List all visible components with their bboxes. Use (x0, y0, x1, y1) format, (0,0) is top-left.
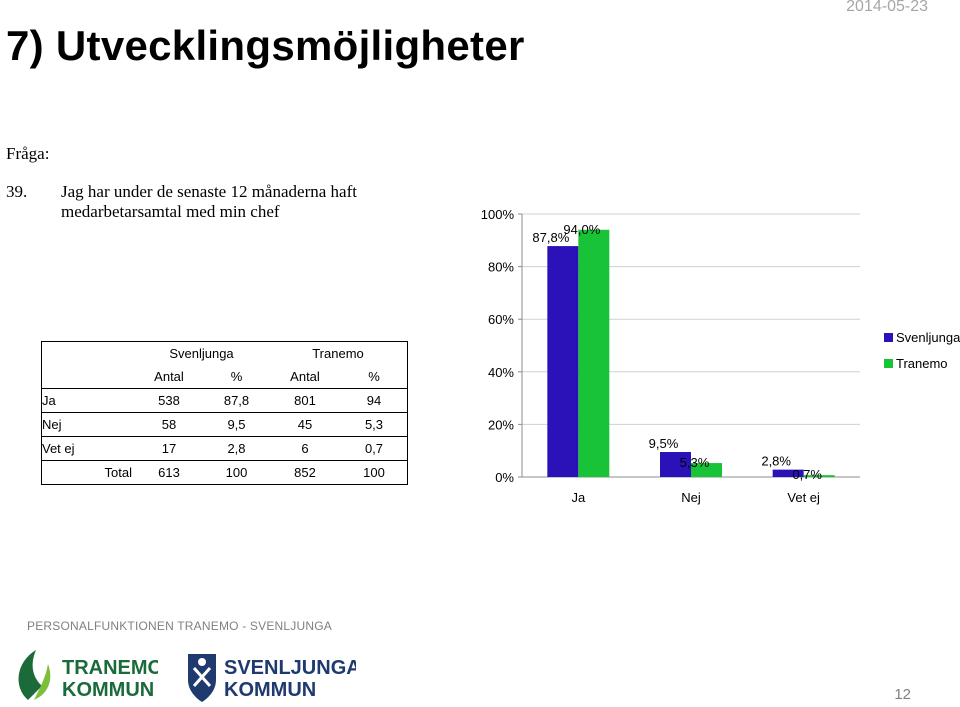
leaf-icon (18, 650, 42, 700)
bar (578, 229, 610, 477)
y-tick-label: 20% (488, 417, 514, 432)
bar (803, 475, 835, 477)
table-cell: 852 (269, 460, 341, 485)
bar (691, 463, 722, 477)
organization-text: PERSONALFUNKTIONEN TRANEMO - SVENLJUNGA (27, 619, 332, 633)
x-tick-label: Nej (681, 490, 701, 505)
table-group-header-row: Svenljunga Tranemo (42, 342, 408, 366)
data-label: 87,8% (532, 230, 569, 245)
table-cell: 17 (134, 436, 204, 461)
row-label: Vet ej (41, 436, 134, 461)
table-row: Total 613 100 852 100 (41, 460, 408, 485)
table-subheader: Antal (269, 365, 341, 389)
legend-swatch (884, 333, 893, 342)
data-label: 5,3% (680, 455, 710, 470)
table-cell: 58 (134, 412, 204, 437)
date-label: 2014-05-23 (846, 0, 928, 15)
table-cell: 87,8 (204, 388, 269, 413)
data-label: 94,0% (563, 222, 600, 237)
data-label: 2,8% (761, 454, 791, 469)
table-subheader: Antal (134, 365, 204, 389)
row-label: Nej (41, 412, 134, 437)
table-row: Nej 58 9,5 45 5,3 (41, 412, 408, 437)
table-cell: 9,5 (204, 412, 269, 437)
logo-line-2: KOMMUN (62, 679, 154, 701)
bar (772, 469, 804, 477)
table-group-header: Svenljunga (169, 346, 234, 361)
svenljunga-logo: SVENLJUNGA KOMMUN (188, 654, 356, 702)
table-cell: 2,8 (204, 436, 269, 461)
tranemo-logo: TRANEMO KOMMUN (18, 650, 158, 701)
legend-label: Tranemo (896, 356, 948, 371)
table-subheader: % (341, 365, 408, 389)
table-cell: 94 (341, 388, 408, 413)
y-tick-label: 40% (488, 365, 514, 380)
row-label: Total (41, 460, 134, 485)
page-title: 7) Utvecklingsmöjligheter (6, 22, 525, 69)
table-cell: 0,7 (341, 436, 408, 461)
y-tick-label: 0% (495, 470, 514, 485)
table-cell: 100 (341, 460, 408, 485)
data-label: 0,7% (792, 467, 822, 482)
table-cell: 45 (269, 412, 341, 437)
table-subheader: % (204, 365, 269, 389)
table-cell: 5,3 (341, 412, 408, 437)
y-tick-label: 100% (481, 207, 515, 222)
table-cell: 100 (204, 460, 269, 485)
x-tick-label: Vet ej (787, 490, 820, 505)
x-tick-label: Ja (571, 490, 586, 505)
table-cell: 613 (134, 460, 204, 485)
logo-line-1: TRANEMO (62, 657, 158, 679)
y-tick-label: 80% (488, 260, 514, 275)
question-number: 39. (6, 182, 28, 201)
bar-chart: 0% 20% 40% 60% 80% 100% Ja 87,8%94,0% Nej 9,5%5,3… (481, 207, 960, 505)
bar (547, 246, 579, 477)
leaf-icon (34, 664, 51, 700)
table-cell: 538 (134, 388, 204, 413)
table-cell: 801 (269, 388, 341, 413)
results-table: Svenljunga Tranemo Antal % Antal % Ja 53… (41, 341, 408, 485)
row-label: Ja (41, 388, 134, 413)
data-label: 9,5% (649, 436, 679, 451)
y-tick-label: 60% (488, 312, 514, 327)
question-text: Jag har under de senaste 12 månaderna ha… (61, 182, 357, 221)
table-group-header: Tranemo (312, 346, 364, 361)
bar (660, 452, 691, 477)
legend-swatch (884, 359, 893, 368)
page-number: 12 (894, 686, 911, 703)
logo-line-2: KOMMUN (224, 679, 316, 701)
table-row: Vet ej 17 2,8 6 0,7 (41, 436, 408, 461)
legend-label: Svenljunga (896, 330, 960, 345)
table-cell: 6 (269, 436, 341, 461)
logo-line-1: SVENLJUNGA (224, 657, 356, 679)
table-row: Ja 538 87,8 801 94 (41, 388, 408, 413)
table-subheader-row: Antal % Antal % (41, 365, 408, 389)
question-label: Fråga: (6, 144, 50, 163)
